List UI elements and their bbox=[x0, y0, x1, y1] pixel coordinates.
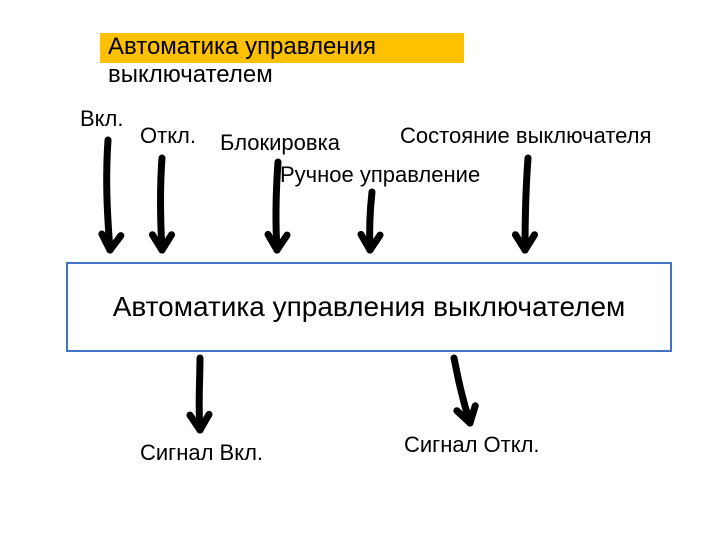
label-otkl: Откл. bbox=[140, 123, 196, 149]
label-state: Состояние выключателя bbox=[400, 123, 651, 149]
header-line-2: выключателем bbox=[108, 61, 273, 89]
arrow-sig-off bbox=[454, 358, 475, 423]
arrow-manual bbox=[361, 192, 380, 250]
arrow-state bbox=[515, 158, 534, 250]
automation-box: Автоматика управления выключателем bbox=[66, 262, 672, 352]
label-signal-on: Сигнал Вкл. bbox=[140, 440, 263, 466]
label-vkl: Вкл. bbox=[80, 106, 124, 132]
label-signal-off: Сигнал Откл. bbox=[404, 432, 540, 458]
arrow-on bbox=[102, 140, 121, 250]
arrow-sig-on bbox=[190, 358, 209, 430]
arrow-off bbox=[152, 158, 171, 250]
automation-box-label: Автоматика управления выключателем bbox=[113, 291, 626, 323]
header-line-1: Автоматика управления bbox=[108, 33, 376, 61]
diagram-stage: Автоматика управления выключателем Вкл. … bbox=[0, 0, 720, 540]
label-manual: Ручное управление bbox=[280, 162, 480, 188]
label-block: Блокировка bbox=[220, 130, 340, 156]
